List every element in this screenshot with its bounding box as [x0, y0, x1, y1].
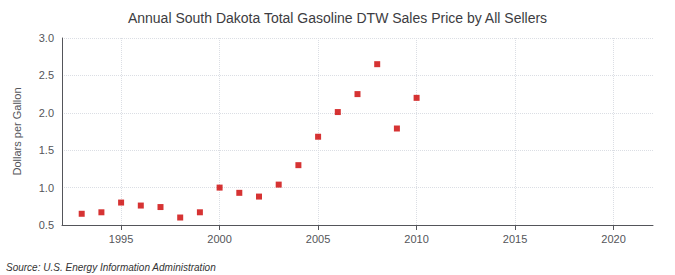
svg-text:2010: 2010: [404, 233, 428, 245]
svg-text:2.0: 2.0: [39, 107, 54, 119]
svg-text:2000: 2000: [207, 233, 231, 245]
svg-text:0.5: 0.5: [39, 219, 54, 231]
svg-text:1995: 1995: [109, 233, 133, 245]
svg-text:1.5: 1.5: [39, 144, 54, 156]
svg-text:1.0: 1.0: [39, 182, 54, 194]
svg-text:2020: 2020: [601, 233, 625, 245]
svg-text:2.5: 2.5: [39, 69, 54, 81]
svg-text:Source: U.S. Energy Informatio: Source: U.S. Energy Information Administ…: [6, 262, 216, 273]
svg-text:Dollars per Gallon: Dollars per Gallon: [11, 87, 23, 175]
svg-text:3.0: 3.0: [39, 32, 54, 44]
svg-text:2015: 2015: [503, 233, 527, 245]
svg-text:Annual South Dakota Total Gaso: Annual South Dakota Total Gasoline DTW S…: [128, 10, 547, 26]
svg-text:2005: 2005: [306, 233, 330, 245]
